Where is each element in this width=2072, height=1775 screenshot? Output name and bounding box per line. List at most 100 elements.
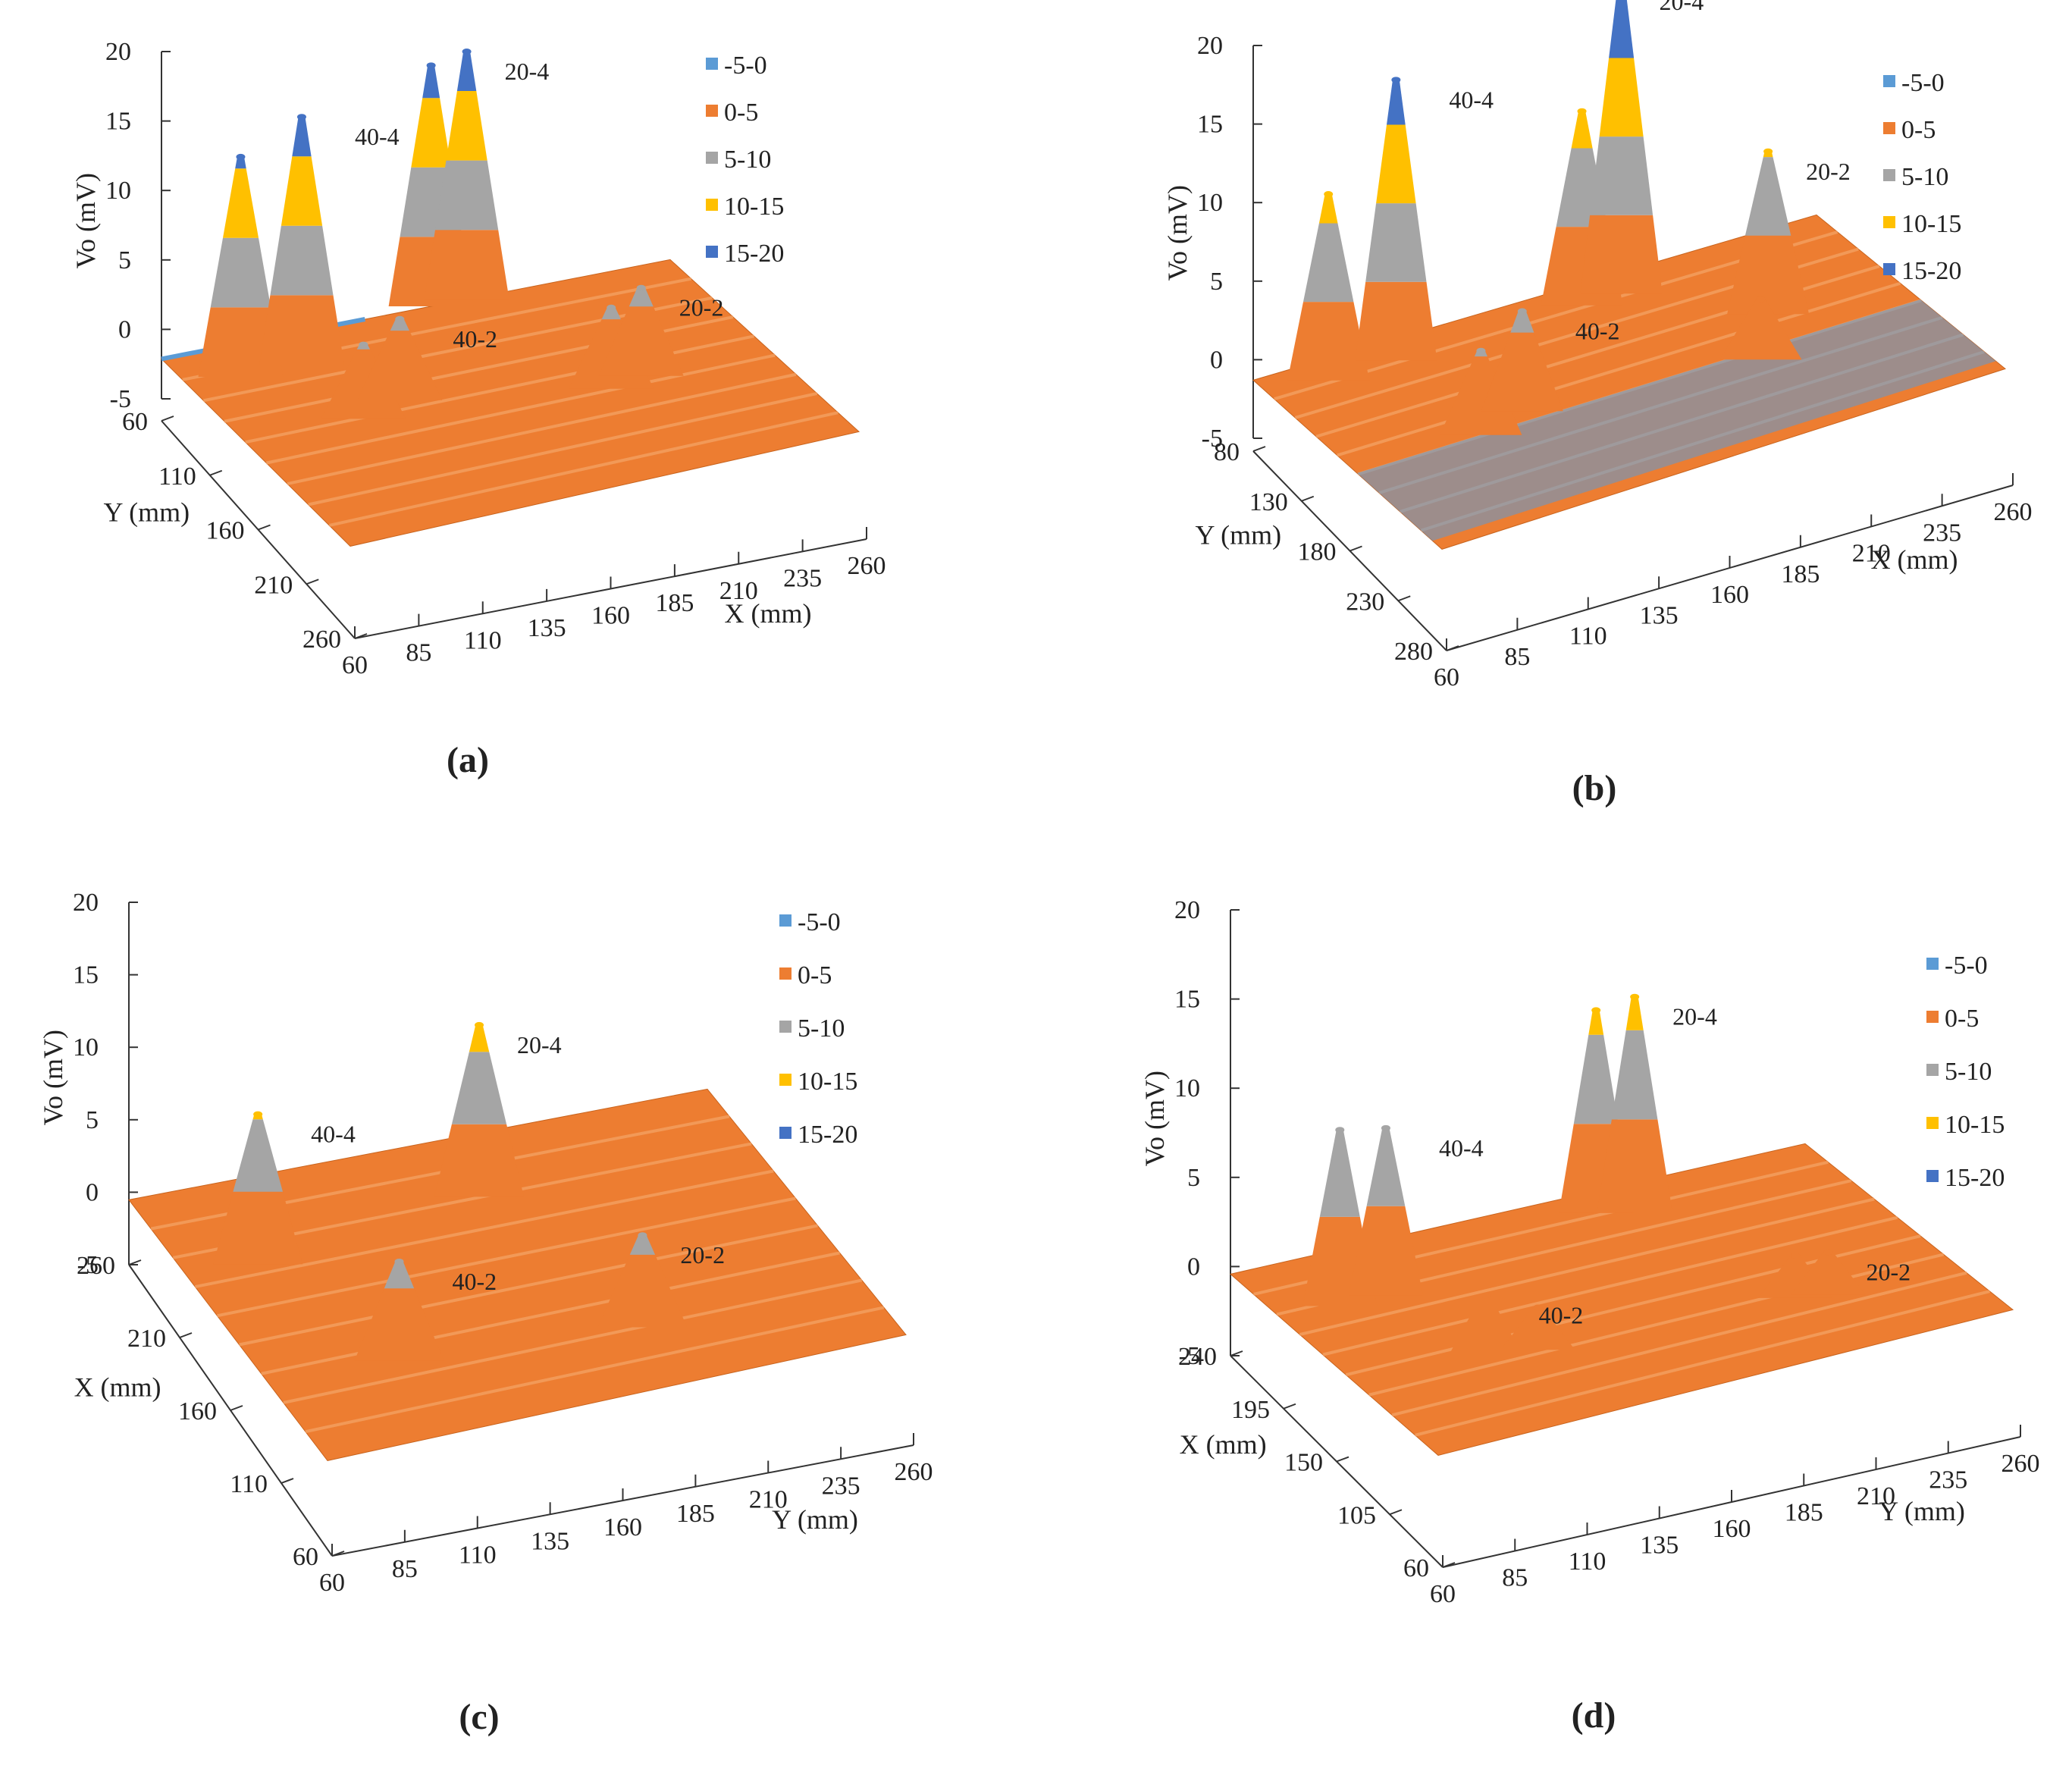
peak-band xyxy=(424,230,509,299)
peak-mark xyxy=(1791,1249,1866,1295)
peak-mark xyxy=(1481,308,1563,412)
peak-band xyxy=(1440,356,1522,435)
legend-swatch xyxy=(1926,1064,1939,1076)
horizontal-tick-label: 85 xyxy=(392,1555,418,1583)
legend-label: 5-10 xyxy=(798,1015,845,1043)
legend-swatch xyxy=(1883,75,1895,87)
horizontal-tick-label: 185 xyxy=(1781,560,1820,588)
peak-band xyxy=(270,225,334,296)
peak-band xyxy=(1590,136,1654,215)
horizontal-tick-label: 135 xyxy=(528,614,566,642)
legend-label: 5-10 xyxy=(724,146,771,174)
peak-band xyxy=(629,1233,656,1255)
legend-swatch xyxy=(779,1074,791,1086)
legend-label: 10-15 xyxy=(1901,210,1961,238)
z-axis-label: Vo (mV) xyxy=(38,1030,68,1125)
peak-mark xyxy=(1355,77,1437,361)
horizontal-axis-label: X (mm) xyxy=(725,598,812,629)
z-tick-label: 5 xyxy=(1187,1164,1200,1192)
peak-mark xyxy=(434,1021,524,1197)
horizontal-tick-label: 60 xyxy=(319,1569,345,1597)
peak-band xyxy=(1318,192,1338,224)
peak-band xyxy=(1571,108,1593,149)
z-tick-label: 0 xyxy=(118,315,131,343)
z-tick-label: -5 xyxy=(1179,1342,1200,1370)
surface-ridge xyxy=(239,1224,818,1347)
peak-label: 40-2 xyxy=(1575,318,1620,345)
peak-label: 20-2 xyxy=(679,294,724,321)
depth-tick-mark xyxy=(1336,1456,1349,1463)
depth-tick-mark xyxy=(1301,495,1315,502)
peak-mark xyxy=(1580,0,1663,294)
peak-tip xyxy=(462,49,472,55)
peak-label: 20-4 xyxy=(505,58,550,85)
peak-tip xyxy=(1791,1253,1801,1259)
peak-label: 20-2 xyxy=(1867,1258,1911,1285)
horizontal-tick-label: 160 xyxy=(591,602,630,630)
peak-mark xyxy=(259,114,344,365)
depth-tick-label: 160 xyxy=(206,517,245,545)
peak-tip xyxy=(1763,148,1773,155)
depth-axis-label: Y (mm) xyxy=(1195,519,1281,550)
z-tick-label: 10 xyxy=(1197,189,1223,217)
z-tick-label: 20 xyxy=(1197,32,1223,60)
legend-label: 10-15 xyxy=(724,193,784,221)
peak-tip xyxy=(1533,1304,1543,1311)
peak-band xyxy=(1355,281,1437,361)
peak-tip xyxy=(1324,191,1334,198)
depth-tick-label: 110 xyxy=(158,463,196,491)
peak-mark xyxy=(597,1232,688,1328)
peak-tip xyxy=(638,1232,647,1239)
peak-band xyxy=(1580,215,1663,294)
depth-tick-mark xyxy=(258,524,271,531)
z-tick-label: 15 xyxy=(1197,111,1223,139)
depth-tick-mark xyxy=(161,416,174,422)
peak-mark xyxy=(1719,296,1802,360)
horizontal-tick-label: 85 xyxy=(1502,1564,1528,1592)
peak-band xyxy=(411,98,451,168)
z-tick-label: 20 xyxy=(73,889,99,917)
z-axis-label: Vo (mV) xyxy=(1162,185,1193,281)
horizontal-tick-label: 160 xyxy=(1713,1515,1751,1543)
depth-tick-label: 80 xyxy=(1214,438,1240,466)
peak-tip xyxy=(1481,1292,1491,1299)
depth-axis-label: X (mm) xyxy=(1180,1429,1267,1460)
legend-swatch xyxy=(1883,263,1895,275)
z-tick-label: 15 xyxy=(73,961,99,989)
peak-band xyxy=(357,331,443,400)
legend-swatch xyxy=(706,58,718,70)
horizontal-tick-label: 135 xyxy=(1640,601,1679,629)
peak-band xyxy=(1481,332,1563,412)
depth-tick-label: 260 xyxy=(77,1252,115,1280)
surface-ridge xyxy=(287,372,797,486)
horizontal-tick-label: 235 xyxy=(1929,1466,1967,1494)
horizontal-tick-label: 110 xyxy=(1569,1548,1607,1576)
surface-ridge xyxy=(194,1169,774,1289)
legend-label: 15-20 xyxy=(798,1121,857,1149)
z-tick-label: 0 xyxy=(86,1178,99,1206)
horizontal-tick-label: 210 xyxy=(1852,540,1891,568)
peak-tip xyxy=(1823,1249,1833,1256)
peak-label: 20-4 xyxy=(1672,1003,1717,1030)
peak-tip xyxy=(1577,108,1587,114)
peak-mark xyxy=(1448,1292,1523,1356)
surface-ridge xyxy=(305,1306,885,1434)
legend-swatch xyxy=(706,105,718,117)
surface-ridge xyxy=(265,353,776,465)
surface-ridge xyxy=(1391,1271,1967,1417)
horizontal-tick-label: 235 xyxy=(1923,519,1961,547)
horizontal-tick-label: 110 xyxy=(459,1541,497,1570)
peak-tip xyxy=(1756,296,1766,303)
peak-band xyxy=(1599,58,1644,137)
depth-tick-mark xyxy=(1397,595,1411,602)
legend-swatch xyxy=(1883,169,1895,181)
horizontal-tick-label: 160 xyxy=(1710,581,1749,609)
horizontal-tick-label: 185 xyxy=(655,589,694,617)
peak-band xyxy=(233,1119,283,1192)
peak-band xyxy=(213,1191,303,1265)
z-axis-label: Vo (mV) xyxy=(71,173,101,268)
horizontal-tick-label: 85 xyxy=(406,639,431,667)
horizontal-tick-label: 260 xyxy=(2001,1450,2040,1478)
peak-band xyxy=(1597,1119,1672,1209)
